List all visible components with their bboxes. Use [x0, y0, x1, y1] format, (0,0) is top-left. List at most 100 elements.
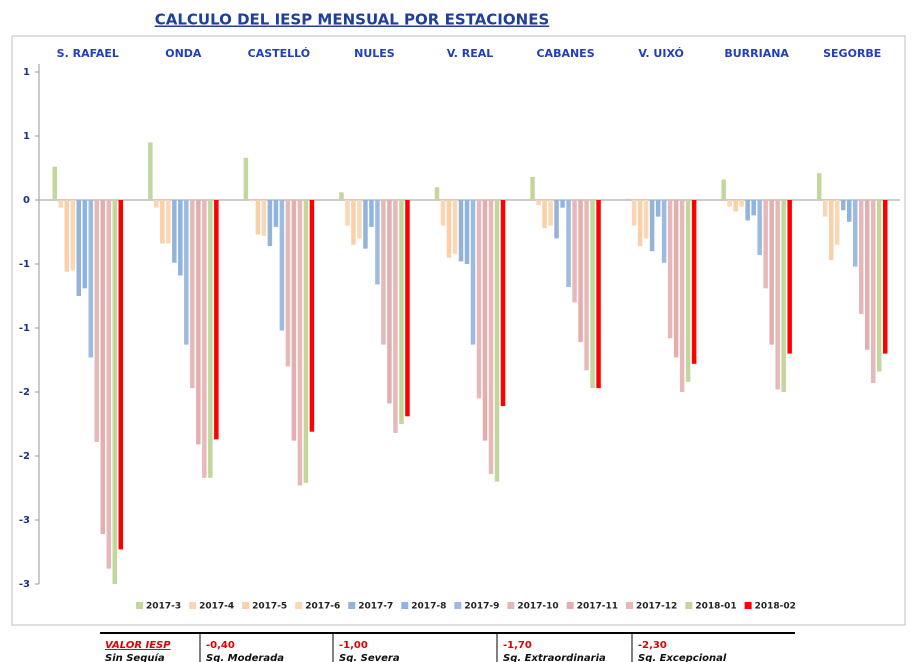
- bar: [399, 200, 404, 424]
- legend-label: 2017-10: [517, 602, 558, 612]
- bar: [106, 200, 112, 569]
- legend-swatch: [566, 602, 574, 609]
- station-label: CABANES: [536, 47, 594, 60]
- bar: [82, 200, 88, 289]
- bar: [500, 200, 506, 407]
- station-label: S. RAFAEL: [57, 47, 119, 60]
- bar: [184, 200, 189, 345]
- bar: [118, 200, 124, 550]
- bar: [440, 200, 446, 226]
- bar: [345, 200, 350, 226]
- bar: [578, 200, 583, 343]
- bar: [393, 200, 398, 433]
- legend-swatch: [507, 602, 515, 609]
- bar: [846, 200, 852, 222]
- bar: [76, 200, 82, 296]
- table-header: VALOR IESP: [105, 640, 171, 651]
- bar: [112, 200, 118, 584]
- y-tick-label: 0: [23, 195, 30, 206]
- bar: [267, 200, 273, 247]
- station-label: SEGORBE: [823, 47, 881, 60]
- y-tick-label: -2: [19, 451, 30, 462]
- station-label: BURRIANA: [724, 47, 789, 60]
- bar: [178, 200, 183, 276]
- legend-swatch: [295, 602, 303, 609]
- bar: [405, 200, 410, 417]
- bar: [202, 200, 207, 478]
- bar: [625, 198, 631, 200]
- y-tick-label: -3: [19, 579, 30, 590]
- legend-label: 2017-8: [411, 602, 446, 612]
- bar: [273, 200, 279, 227]
- legend-label: 2017-6: [305, 602, 340, 612]
- bar: [864, 200, 870, 350]
- bar: [631, 200, 637, 226]
- legend-swatch: [242, 602, 250, 609]
- station-label: V. REAL: [447, 47, 494, 60]
- bar: [303, 200, 309, 483]
- legend-swatch: [136, 602, 144, 609]
- table-value: -1,00: [339, 640, 368, 651]
- bar: [655, 200, 661, 217]
- bar: [172, 200, 177, 263]
- bar: [387, 200, 392, 404]
- bar: [208, 200, 213, 478]
- legend-swatch: [401, 602, 409, 609]
- legend-label: 2017-11: [577, 602, 618, 612]
- y-tick-label: -1: [19, 323, 30, 334]
- bar: [363, 200, 368, 249]
- bar: [351, 200, 356, 245]
- bar: [745, 200, 750, 221]
- chart-border: [11, 35, 906, 626]
- bar: [190, 200, 195, 389]
- bar: [787, 200, 792, 354]
- bar: [536, 200, 541, 206]
- legend-swatch: [685, 602, 693, 609]
- bar: [88, 200, 94, 358]
- bar: [494, 200, 500, 482]
- bar: [285, 200, 291, 367]
- y-tick-label: 1: [23, 131, 30, 142]
- bar: [751, 200, 756, 216]
- bar: [769, 200, 774, 345]
- station-label: ONDA: [165, 47, 202, 60]
- bar: [94, 200, 100, 442]
- bar: [757, 200, 762, 256]
- bar: [721, 179, 726, 200]
- bar: [530, 176, 535, 200]
- bar: [243, 157, 249, 200]
- bar: [661, 200, 667, 263]
- bar: [154, 200, 159, 208]
- bar: [249, 200, 255, 202]
- table-value: -0,40: [206, 640, 235, 651]
- bar: [375, 200, 380, 285]
- bar: [739, 200, 744, 207]
- bar: [160, 200, 165, 244]
- legend-swatch: [189, 602, 197, 609]
- bar: [667, 200, 673, 339]
- legend-label: 2017-12: [636, 602, 677, 612]
- bar: [488, 200, 494, 474]
- bar: [852, 200, 858, 267]
- bar: [381, 200, 386, 345]
- bar: [166, 200, 171, 244]
- legend-label: 2018-01: [695, 602, 736, 612]
- bar: [882, 200, 888, 354]
- bar: [596, 200, 601, 389]
- legend-label: 2018-02: [755, 602, 796, 612]
- legend-label: 2017-7: [358, 602, 393, 612]
- legend-label: 2017-4: [199, 602, 234, 612]
- bar: [560, 200, 565, 208]
- bar: [685, 200, 691, 382]
- bar: [70, 200, 76, 271]
- station-label: CASTELLÓ: [248, 47, 311, 60]
- bar: [52, 166, 58, 200]
- table-label: Sq. Extraordinaria: [503, 653, 606, 662]
- bar: [584, 200, 589, 371]
- bar: [870, 200, 876, 384]
- legend-label: 2017-3: [146, 602, 181, 612]
- bar: [214, 200, 219, 440]
- bar: [643, 200, 649, 239]
- bar: [637, 200, 643, 247]
